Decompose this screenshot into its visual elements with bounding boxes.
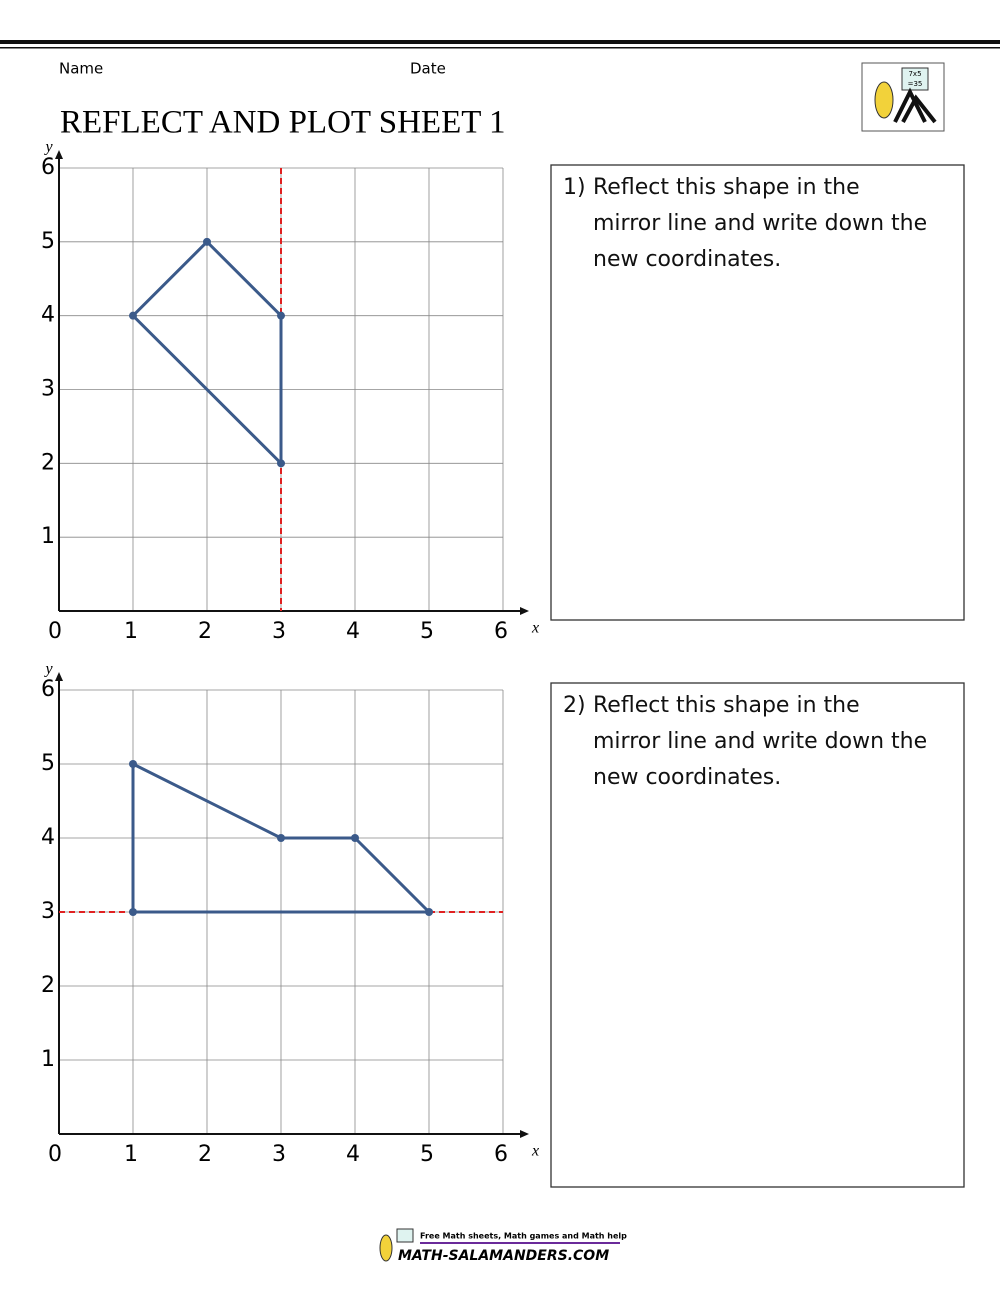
logo: 7x5 =35 bbox=[861, 62, 945, 132]
x-tick-label: 3 bbox=[272, 1142, 286, 1167]
answer-box bbox=[550, 164, 965, 621]
vertex bbox=[277, 311, 285, 320]
y-tick-label: 2 bbox=[41, 450, 55, 475]
y-tick-label: 6 bbox=[41, 677, 55, 702]
x-tick-label: 4 bbox=[346, 619, 360, 644]
question-text: Reflect this shape in the mirror line an… bbox=[593, 693, 928, 790]
y-tick-label: 2 bbox=[41, 973, 55, 998]
x-tick-label: 3 bbox=[272, 619, 286, 644]
y-arrow bbox=[55, 150, 63, 159]
footer-salamander bbox=[379, 1234, 393, 1262]
vertex bbox=[129, 760, 137, 768]
logo-text: 7x5 bbox=[908, 70, 921, 78]
footer-tagline: Free Math sheets, Math games and Math he… bbox=[420, 1232, 627, 1241]
y-tick-label: 1 bbox=[41, 1047, 55, 1072]
y-tick-label: 4 bbox=[41, 825, 55, 850]
x-tick-label: 6 bbox=[494, 1142, 508, 1167]
origin-label: 0 bbox=[48, 1142, 62, 1167]
x-arrow bbox=[520, 607, 529, 615]
footer-site: MATH-SALAMANDERS.COM bbox=[398, 1248, 609, 1264]
vertex bbox=[425, 908, 433, 916]
y-axis-label: y bbox=[43, 661, 53, 678]
y-tick-label: 5 bbox=[41, 751, 55, 776]
logo-board bbox=[901, 67, 929, 91]
x-tick-label: 6 bbox=[494, 619, 508, 644]
question-number: 2) bbox=[563, 693, 586, 718]
top-rule bbox=[0, 47, 1000, 49]
vertex bbox=[277, 459, 285, 468]
footer-board bbox=[396, 1228, 414, 1243]
y-tick-label: 3 bbox=[41, 377, 55, 402]
x-tick-label: 1 bbox=[124, 619, 138, 644]
y-tick-label: 4 bbox=[41, 303, 55, 328]
x-axis-label: x bbox=[531, 1143, 539, 1160]
y-arrow bbox=[55, 672, 63, 681]
y-tick-label: 5 bbox=[41, 229, 55, 254]
answer-box bbox=[550, 682, 965, 1188]
vertex bbox=[277, 834, 285, 842]
vertex bbox=[351, 834, 359, 842]
question-number: 1) bbox=[563, 175, 586, 200]
x-axis-label: x bbox=[531, 620, 539, 637]
x-tick-label: 2 bbox=[198, 619, 212, 644]
name-label: Name bbox=[59, 60, 103, 78]
y-tick-label: 3 bbox=[41, 899, 55, 924]
date-label: Date bbox=[410, 60, 446, 78]
x-tick-label: 5 bbox=[420, 1142, 434, 1167]
footer-logo: Free Math sheets, Math games and Math he… bbox=[379, 1228, 627, 1264]
x-arrow bbox=[520, 1130, 529, 1138]
y-tick-label: 1 bbox=[41, 524, 55, 549]
x-tick-label: 1 bbox=[124, 1142, 138, 1167]
top-rule bbox=[0, 40, 1000, 44]
logo-salamander bbox=[874, 81, 894, 119]
logo-text: =35 bbox=[908, 80, 923, 88]
question-text: Reflect this shape in the mirror line an… bbox=[593, 175, 928, 272]
x-tick-label: 2 bbox=[198, 1142, 212, 1167]
y-tick-label: 6 bbox=[41, 155, 55, 180]
vertex bbox=[129, 311, 137, 320]
title: REFLECT AND PLOT SHEET 1 bbox=[60, 105, 506, 141]
vertex bbox=[203, 237, 211, 246]
x-tick-label: 4 bbox=[346, 1142, 360, 1167]
shape bbox=[131, 762, 431, 914]
vertex bbox=[129, 908, 137, 916]
logo-m bbox=[893, 87, 937, 124]
y-axis-label: y bbox=[43, 139, 53, 156]
footer-rule bbox=[420, 1242, 620, 1244]
x-tick-label: 5 bbox=[420, 619, 434, 644]
origin-label: 0 bbox=[48, 619, 62, 644]
